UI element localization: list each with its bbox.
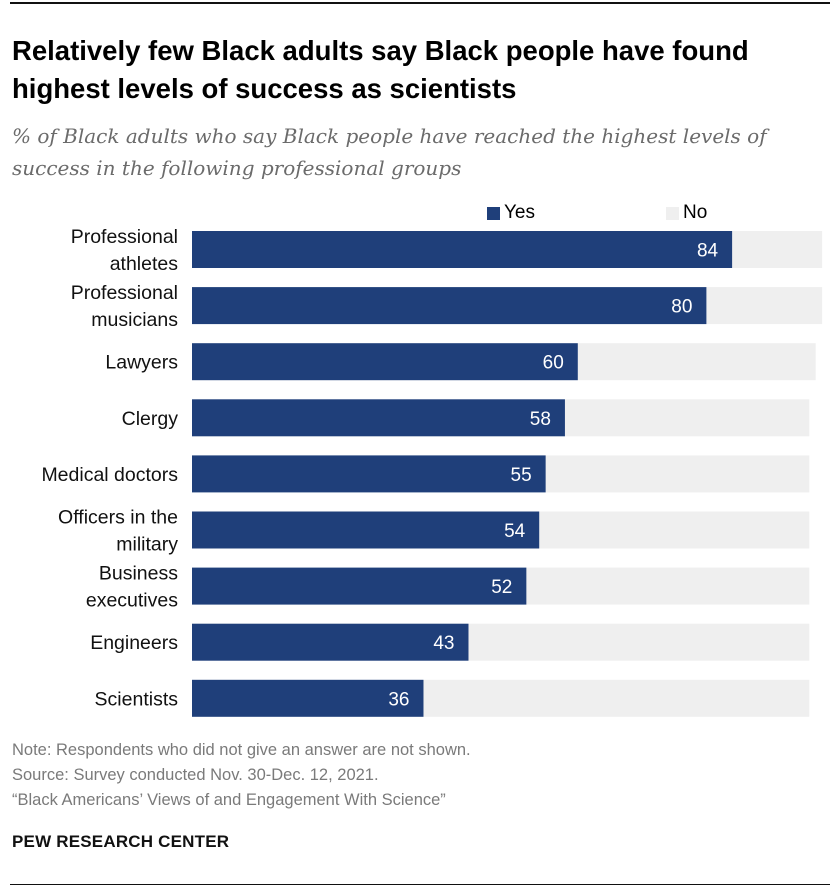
no-bar <box>526 567 810 605</box>
no-bar <box>545 455 810 493</box>
notes: Note: Respondents who did not give an an… <box>12 738 471 813</box>
chart-title: Relatively few Black adults say Black pe… <box>12 35 749 104</box>
yes-value-label: 36 <box>388 689 409 710</box>
category-label: Professional <box>71 226 178 248</box>
yes-bar <box>192 399 565 437</box>
top-rule <box>10 2 830 4</box>
report-title-text: “Black Americans’ Views of and Engagemen… <box>12 791 446 809</box>
legend-no-swatch <box>666 206 679 220</box>
yes-value-label: 55 <box>511 465 532 486</box>
category-label: Business <box>99 563 178 585</box>
category-label: military <box>116 534 178 556</box>
yes-value-label: 58 <box>530 409 551 430</box>
legend-yes-label: Yes <box>504 202 535 223</box>
no-bar <box>577 343 816 381</box>
category-label: Lawyers <box>105 352 178 374</box>
legend-no-label: No <box>683 202 708 223</box>
yes-bar <box>192 511 540 549</box>
yes-bar <box>192 455 546 493</box>
category-label: Engineers <box>90 632 178 654</box>
yes-bar <box>192 343 578 381</box>
category-label: Medical doctors <box>41 464 178 486</box>
yes-value-label: 84 <box>697 241 719 262</box>
no-bar <box>564 399 810 437</box>
legend-yes-swatch <box>487 206 500 220</box>
bottom-rule <box>10 884 830 885</box>
legend-yes: Yes <box>487 202 535 224</box>
yes-bar <box>192 287 707 325</box>
category-label: Scientists <box>95 688 179 710</box>
source-text: Source: Survey conducted Nov. 30-Dec. 12… <box>12 766 379 784</box>
no-bar <box>732 231 823 268</box>
yes-bar <box>192 679 424 717</box>
pew-logo-text: PEW RESEARCH CENTER <box>12 832 230 851</box>
category-label: Clergy <box>122 408 179 430</box>
yes-value-label: 52 <box>491 577 512 598</box>
yes-bar <box>192 623 469 661</box>
category-label: executives <box>86 590 178 612</box>
yes-value-label: 80 <box>671 297 692 318</box>
category-label: Officers in the <box>58 507 178 529</box>
yes-bar <box>192 231 733 268</box>
legend-no: No <box>666 202 707 224</box>
no-bar <box>706 287 823 325</box>
note-text: Note: Respondents who did not give an an… <box>12 741 471 759</box>
yes-value-label: 54 <box>504 521 526 542</box>
chart-subtitle: % of Black adults who say Black people h… <box>12 124 767 180</box>
yes-bar <box>192 567 527 605</box>
category-label: musicians <box>91 309 178 331</box>
yes-value-label: 43 <box>433 633 454 654</box>
category-label: Professional <box>71 282 178 304</box>
bar-chart: 84 Professional athletes 80 Professional musi… <box>41 226 823 717</box>
no-bar <box>468 623 810 661</box>
no-bar <box>423 679 810 717</box>
no-bar <box>539 511 810 549</box>
category-label: athletes <box>110 253 179 275</box>
yes-value-label: 60 <box>543 353 564 374</box>
